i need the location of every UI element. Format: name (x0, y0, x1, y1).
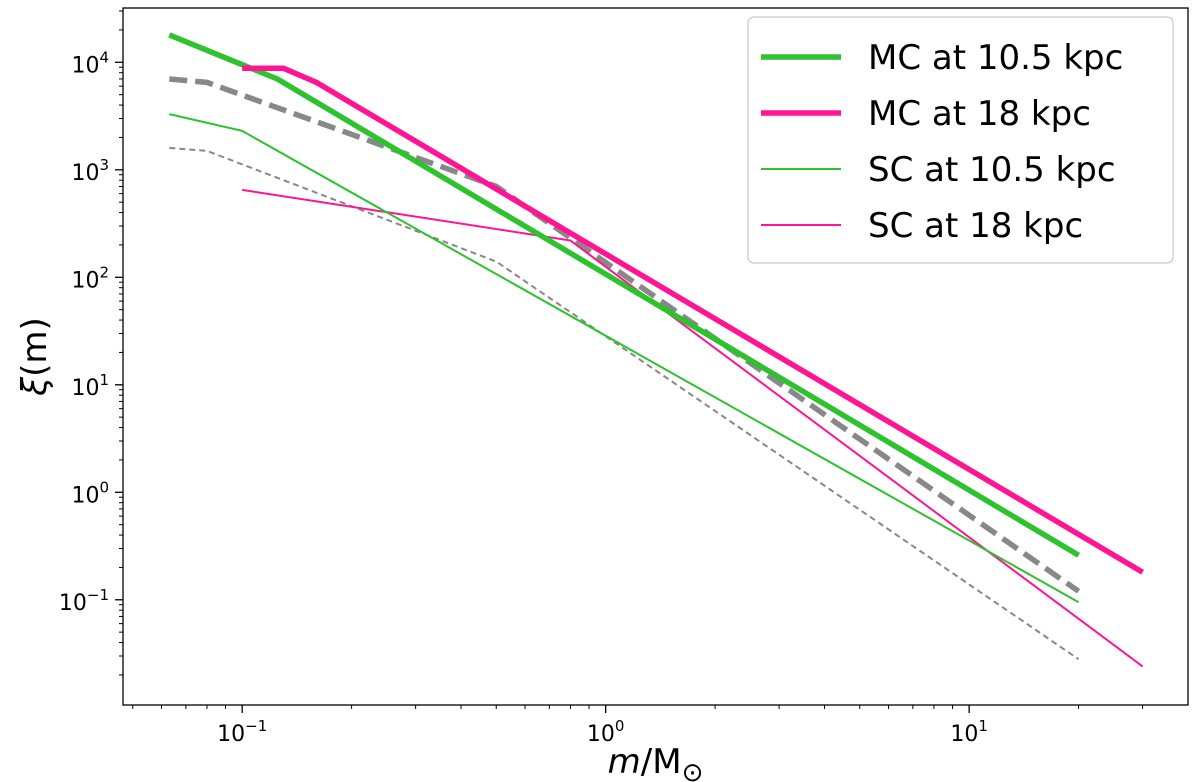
series-line-1 (242, 65, 1145, 575)
x-tick-label: 10−1 (217, 717, 267, 747)
y-tick-label: 100 (71, 478, 109, 508)
legend-label: SC at 18 kpc (868, 206, 1083, 246)
x-axis-label: m/M⊙ (608, 742, 704, 782)
legend-label: MC at 10.5 kpc (868, 38, 1123, 78)
ticks-layer: 10−1 100 101 10−1 100 101 102 103 104 (59, 10, 1144, 747)
y-tick-label: 101 (71, 371, 109, 401)
x-tick-label: 100 (587, 717, 625, 747)
series-line-4 (169, 76, 1081, 594)
series-layer (168, 32, 1145, 668)
x-axis-var: m (608, 742, 641, 782)
y-tick-label: 103 (71, 156, 109, 186)
y-tick-label: 102 (71, 263, 109, 293)
x-axis-unit: /M (641, 742, 682, 782)
series-line-2 (169, 113, 1080, 604)
legend-label: MC at 18 kpc (868, 94, 1091, 134)
axis-labels: m/M⊙ ξ(m) (15, 317, 703, 782)
y-axis-var: ξ (15, 376, 55, 397)
y-axis-label: ξ(m) (15, 317, 55, 397)
legend-label: SC at 10.5 kpc (868, 150, 1116, 190)
series-line-3 (242, 188, 1144, 668)
plot-frame (122, 7, 1189, 706)
y-tick-label: 10−1 (59, 586, 109, 616)
y-tick-label: 104 (71, 48, 109, 78)
x-tick-label: 101 (950, 717, 988, 747)
y-axis-rest: (m) (15, 317, 55, 377)
legend: MC at 10.5 kpc MC at 18 kpc SC at 10.5 kpc… (747, 16, 1174, 264)
legend-box (747, 16, 1174, 264)
series-line-0 (168, 32, 1081, 558)
x-axis-sun-symbol: ⊙ (682, 758, 704, 782)
